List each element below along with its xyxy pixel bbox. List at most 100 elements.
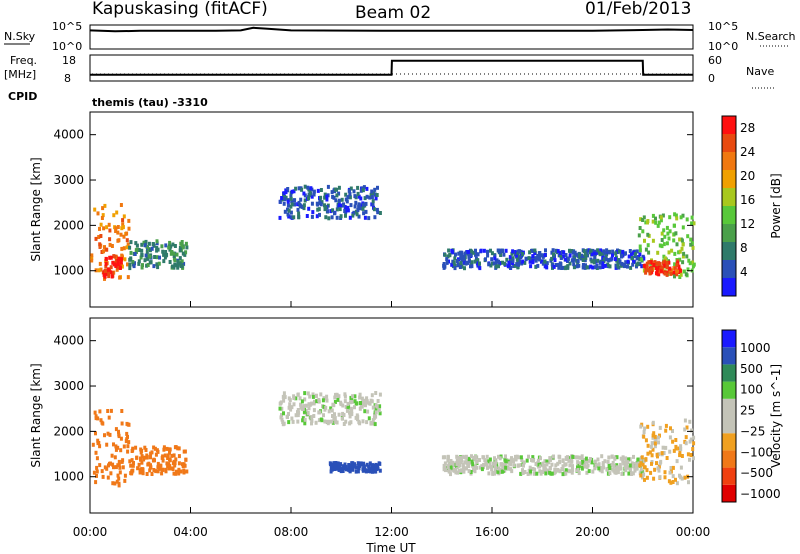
data-cell bbox=[308, 394, 312, 399]
data-cell bbox=[185, 245, 189, 250]
data-cell bbox=[373, 466, 377, 471]
data-cell bbox=[614, 257, 617, 262]
colorbar-segment bbox=[722, 152, 736, 170]
data-cell bbox=[170, 466, 174, 471]
data-cell bbox=[115, 267, 119, 272]
data-cell bbox=[679, 444, 683, 449]
data-cell bbox=[162, 447, 166, 452]
data-cell bbox=[172, 453, 176, 458]
data-cell bbox=[653, 434, 657, 439]
data-cell bbox=[480, 467, 484, 472]
nsearch-label: N.Search bbox=[746, 30, 796, 43]
data-cell bbox=[361, 400, 365, 405]
data-cell bbox=[122, 444, 126, 449]
data-cell bbox=[172, 251, 176, 256]
data-cell bbox=[104, 261, 108, 266]
data-cell bbox=[314, 393, 318, 398]
data-cell bbox=[665, 265, 669, 270]
data-cell bbox=[567, 456, 571, 461]
data-cell bbox=[481, 455, 485, 460]
data-cell bbox=[350, 399, 354, 404]
data-cell bbox=[91, 442, 95, 447]
data-cell bbox=[140, 248, 144, 253]
data-cell bbox=[133, 252, 137, 256]
data-cell bbox=[552, 471, 556, 476]
data-cell bbox=[155, 239, 159, 244]
data-cell bbox=[654, 266, 658, 271]
data-cell bbox=[318, 198, 322, 203]
data-cell bbox=[576, 468, 580, 472]
data-cell bbox=[129, 240, 133, 245]
data-cell bbox=[487, 262, 491, 267]
data-cell bbox=[459, 456, 462, 461]
data-cell bbox=[344, 405, 348, 409]
data-cell bbox=[359, 403, 363, 408]
data-cell bbox=[544, 248, 547, 253]
data-cell bbox=[661, 445, 665, 450]
data-cell bbox=[674, 446, 678, 451]
colorbar-label: Velocity [m s^-1] bbox=[769, 364, 783, 468]
data-cell bbox=[178, 261, 182, 266]
colorbar-segment bbox=[722, 278, 736, 296]
data-cell bbox=[588, 458, 591, 463]
data-cell bbox=[605, 248, 609, 253]
data-cell bbox=[550, 471, 554, 476]
data-cell bbox=[647, 268, 651, 273]
data-cell bbox=[666, 231, 670, 236]
data-cell bbox=[596, 258, 600, 263]
data-cell bbox=[149, 463, 152, 468]
colorbar-label: Power [dB] bbox=[769, 173, 783, 238]
data-cell bbox=[597, 466, 601, 471]
colorbar-segment bbox=[722, 484, 736, 502]
data-cell bbox=[117, 481, 121, 486]
data-cell bbox=[281, 420, 285, 424]
data-cell bbox=[557, 265, 561, 270]
data-cell bbox=[174, 457, 178, 462]
data-cell bbox=[110, 453, 114, 458]
data-cell bbox=[329, 209, 333, 214]
data-cell bbox=[357, 194, 361, 199]
data-cell bbox=[458, 468, 461, 473]
data-cell bbox=[370, 189, 374, 194]
data-cell bbox=[642, 263, 646, 268]
data-cell bbox=[312, 414, 316, 418]
data-cell bbox=[307, 196, 310, 201]
x-tick-label: 20:00 bbox=[575, 525, 610, 539]
data-cell bbox=[651, 435, 655, 440]
data-cell bbox=[660, 238, 664, 242]
data-cell bbox=[128, 245, 132, 250]
data-cell bbox=[691, 447, 695, 451]
data-cell bbox=[602, 249, 606, 254]
data-cell bbox=[165, 461, 169, 466]
data-cell bbox=[550, 256, 554, 261]
data-cell bbox=[548, 466, 552, 471]
data-cell bbox=[631, 471, 635, 476]
data-cell bbox=[603, 263, 607, 268]
data-cell bbox=[103, 465, 107, 470]
data-cell bbox=[608, 466, 612, 471]
data-cell bbox=[645, 475, 649, 480]
cpid-label: CPID bbox=[8, 90, 37, 103]
data-cell bbox=[349, 186, 353, 191]
data-cell bbox=[633, 467, 637, 472]
data-cell bbox=[348, 192, 352, 197]
data-cell bbox=[519, 471, 523, 476]
data-cell bbox=[640, 264, 644, 269]
data-cell bbox=[168, 450, 171, 455]
data-cell bbox=[624, 460, 628, 465]
data-cell bbox=[579, 256, 583, 261]
data-cell bbox=[541, 461, 545, 466]
data-cell bbox=[674, 231, 678, 236]
data-cell bbox=[675, 263, 679, 267]
data-cell bbox=[342, 464, 346, 469]
data-cell bbox=[692, 435, 696, 440]
data-cell bbox=[317, 418, 321, 423]
data-cell bbox=[340, 416, 344, 421]
data-cell bbox=[606, 262, 610, 267]
data-cell bbox=[684, 435, 688, 440]
data-cell bbox=[549, 457, 552, 462]
data-cell bbox=[632, 259, 635, 264]
data-cell bbox=[454, 468, 458, 472]
data-cell bbox=[672, 238, 676, 243]
data-cell bbox=[449, 459, 453, 463]
